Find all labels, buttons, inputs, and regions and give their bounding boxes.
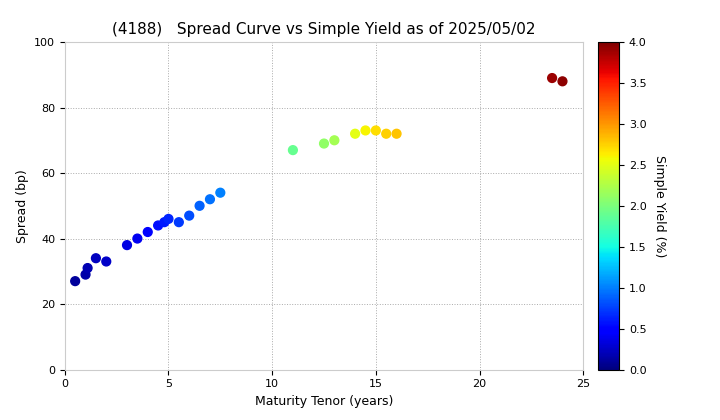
Point xyxy=(101,258,112,265)
Point xyxy=(153,222,164,229)
Point xyxy=(360,127,372,134)
Point xyxy=(121,242,132,249)
Point xyxy=(173,219,184,226)
Point xyxy=(204,196,216,202)
Point xyxy=(69,278,81,284)
Point xyxy=(287,147,299,153)
Point xyxy=(557,78,568,85)
Point xyxy=(318,140,330,147)
Point xyxy=(391,130,402,137)
Y-axis label: Spread (bp): Spread (bp) xyxy=(16,169,29,243)
Point xyxy=(546,75,558,81)
Point xyxy=(80,271,91,278)
Point xyxy=(163,215,174,222)
Point xyxy=(184,212,195,219)
Point xyxy=(328,137,340,144)
Point xyxy=(142,228,153,235)
Point xyxy=(215,189,226,196)
Point xyxy=(158,219,170,226)
Point xyxy=(194,202,205,209)
Y-axis label: Simple Yield (%): Simple Yield (%) xyxy=(653,155,666,257)
Point xyxy=(380,130,392,137)
X-axis label: Maturity Tenor (years): Maturity Tenor (years) xyxy=(255,395,393,408)
Title: (4188)   Spread Curve vs Simple Yield as of 2025/05/02: (4188) Spread Curve vs Simple Yield as o… xyxy=(112,22,536,37)
Point xyxy=(370,127,382,134)
Point xyxy=(132,235,143,242)
Point xyxy=(349,130,361,137)
Point xyxy=(90,255,102,262)
Point xyxy=(82,265,94,271)
